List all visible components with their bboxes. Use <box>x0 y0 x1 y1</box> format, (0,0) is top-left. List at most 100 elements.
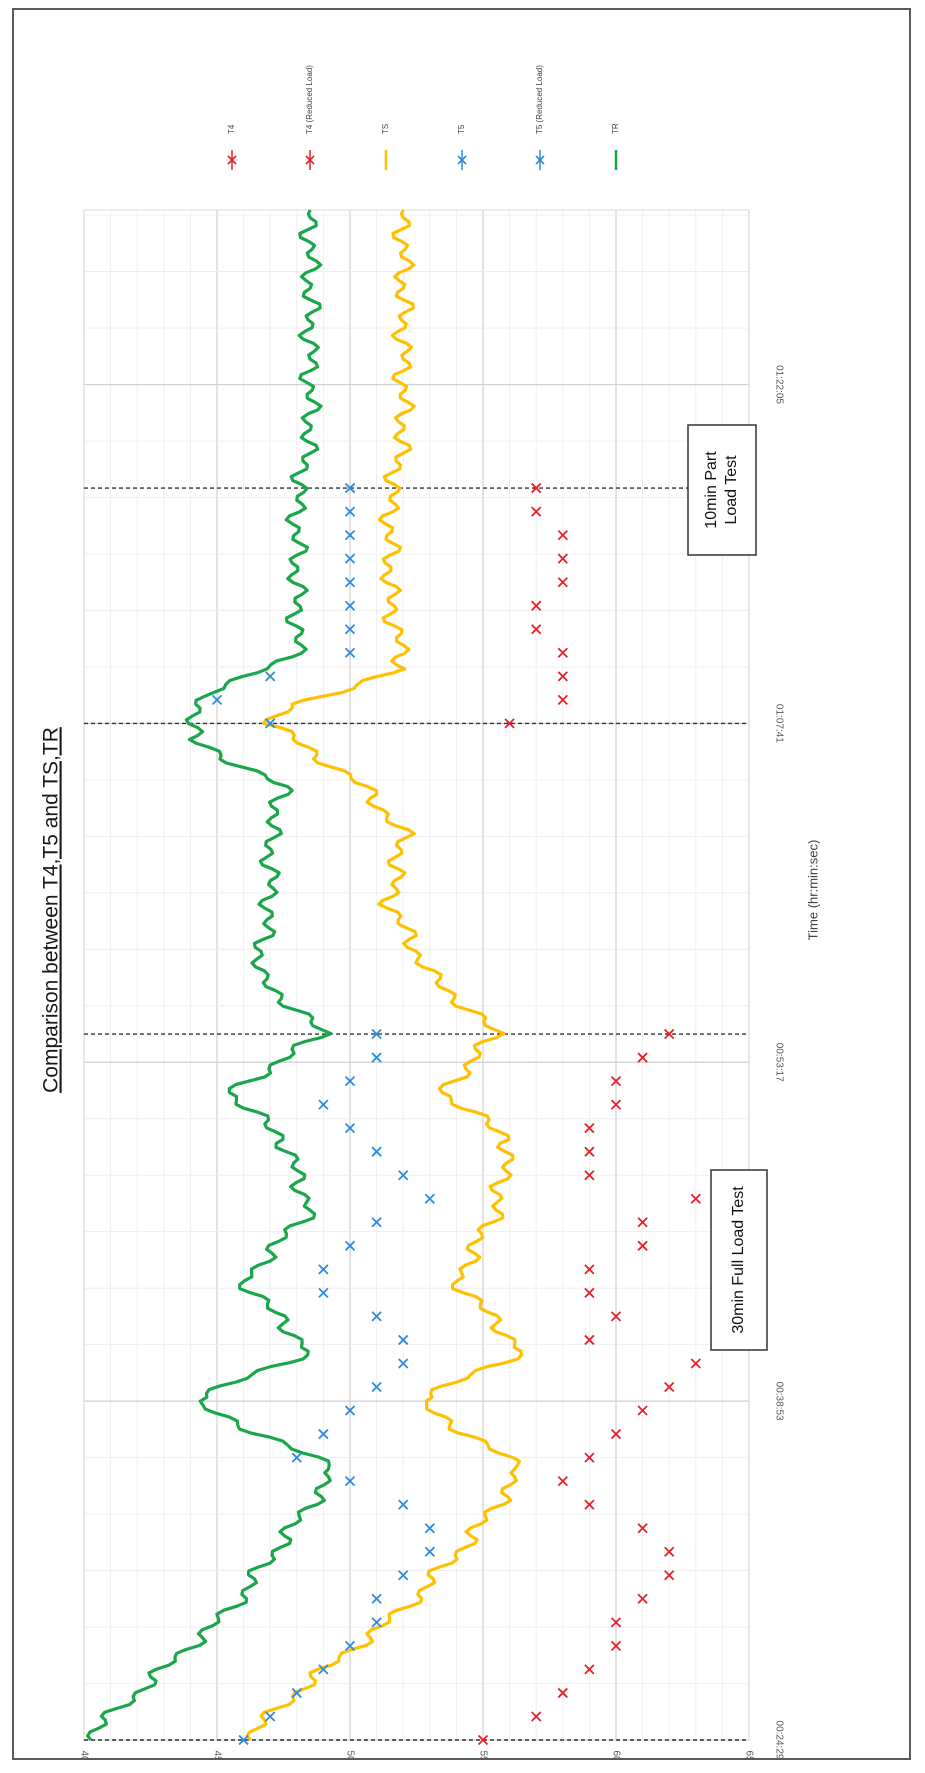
data-point <box>557 671 568 682</box>
x-tick-label: 00:53:17 <box>773 1043 784 1082</box>
series-t4-reduced-load- <box>504 482 568 729</box>
data-point <box>371 1381 382 1393</box>
data-point <box>557 694 568 706</box>
data-point <box>344 530 356 541</box>
chart-canvas: 40 45 50 55 60 65 00:24:29 00:38:53 00:53:17 01:0… <box>40 65 821 1758</box>
data-point <box>610 1075 622 1087</box>
data-point <box>291 1452 302 1463</box>
data-point <box>344 1123 356 1134</box>
legend-entry: T4 <box>227 124 237 170</box>
data-point <box>637 1217 648 1228</box>
data-point <box>371 1617 382 1628</box>
data-point <box>371 1311 382 1322</box>
data-point <box>265 671 276 682</box>
y-tick-label: 60 <box>610 1750 621 1758</box>
legend: T4 T4 (Reduced Load) TS T5 T5 (Reduced Load)… <box>227 65 620 170</box>
y-tick-label: 50 <box>344 1750 355 1758</box>
x-tick-label: 00:24:29 <box>773 1721 784 1758</box>
data-point <box>610 1311 622 1322</box>
data-point <box>557 647 568 658</box>
full-load-test-label: 30min Full Load Test <box>710 1169 768 1351</box>
x-axis-title: Time (hr:min:sec) <box>805 840 820 941</box>
data-point <box>344 506 356 517</box>
data-point <box>344 647 356 658</box>
data-point <box>211 694 223 706</box>
svg-text:TR: TR <box>611 123 620 134</box>
data-point <box>531 506 542 517</box>
data-point <box>344 1640 356 1651</box>
data-point <box>398 1334 409 1346</box>
y-tick-label: 45 <box>211 1750 222 1758</box>
data-point <box>637 1405 648 1416</box>
data-point <box>531 1711 542 1722</box>
data-point <box>637 1052 648 1063</box>
data-point <box>664 1570 675 1581</box>
data-point <box>584 1664 595 1675</box>
data-point <box>610 1617 622 1628</box>
svg-text:TS: TS <box>381 124 390 134</box>
data-point <box>477 1734 489 1746</box>
data-point <box>265 1711 276 1722</box>
svg-text:30min Full Load Test: 30min Full Load Test <box>730 1186 747 1334</box>
data-point <box>371 1217 382 1228</box>
data-point <box>584 1170 595 1181</box>
data-point <box>344 482 356 494</box>
legend-entry: T5 (Reduced Load) <box>535 65 545 170</box>
data-point <box>637 1240 648 1251</box>
series-t5 <box>238 1028 435 1746</box>
data-point <box>398 1570 409 1581</box>
data-point <box>424 1546 435 1557</box>
data-point <box>318 1099 329 1110</box>
data-point <box>637 1593 648 1604</box>
data-point <box>318 1264 329 1275</box>
test-boundary-lines <box>84 487 749 1741</box>
series-t4 <box>477 1028 701 1746</box>
data-point <box>424 1523 435 1534</box>
data-point <box>531 600 542 611</box>
data-point <box>557 530 568 541</box>
data-point <box>344 600 356 611</box>
y-tick-label: 65 <box>743 1750 754 1758</box>
data-point <box>531 482 542 494</box>
data-point <box>371 1052 382 1063</box>
legend-entry: TR <box>611 123 620 170</box>
data-point <box>398 1170 409 1181</box>
data-point <box>664 1381 675 1393</box>
data-point <box>584 1146 595 1157</box>
data-point <box>238 1734 249 1746</box>
data-point <box>265 718 276 729</box>
data-point <box>398 1358 409 1369</box>
series-tr <box>85 209 333 1742</box>
data-point <box>398 1499 409 1510</box>
data-point <box>318 1664 329 1675</box>
data-point <box>664 1028 675 1040</box>
grid-lines <box>83 209 750 1741</box>
legend-entry: T4 (Reduced Load) <box>305 65 315 170</box>
data-point <box>557 577 568 588</box>
data-point <box>690 1358 701 1369</box>
data-point <box>637 1523 648 1534</box>
annotations: 30min Full Load Test 10min Part Load Test <box>687 424 768 1351</box>
data-point <box>531 624 542 635</box>
data-point <box>371 1593 382 1604</box>
y-tick-label: 40 <box>78 1750 89 1758</box>
data-point <box>584 1452 595 1463</box>
data-point <box>557 553 568 564</box>
svg-text:T4: T4 <box>227 124 236 134</box>
data-point <box>318 1287 329 1299</box>
svg-text:T5: T5 <box>457 124 466 134</box>
data-point <box>584 1264 595 1275</box>
svg-text:Load Test: Load Test <box>723 455 740 525</box>
data-point <box>584 1499 595 1510</box>
series-ts <box>245 209 523 1742</box>
titles: Temperature (°C)Time (hr:min:sec)Compari… <box>40 727 821 1093</box>
data-point <box>344 577 356 588</box>
part-load-test-label: 10min Part Load Test <box>687 424 757 556</box>
svg-text:10min Part: 10min Part <box>703 451 720 529</box>
data-point <box>610 1640 622 1651</box>
series-line <box>245 209 523 1742</box>
legend-entry: TS <box>381 124 390 170</box>
data-point <box>344 624 356 635</box>
data-point <box>371 1028 382 1040</box>
chart-title: Comparison between T4,T5 and TS,TR <box>40 727 63 1093</box>
